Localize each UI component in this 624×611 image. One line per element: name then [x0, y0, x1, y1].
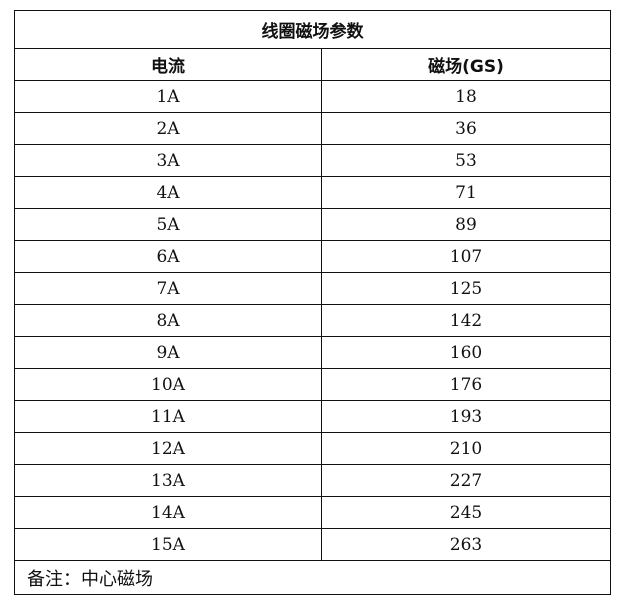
- cell-field: 53: [321, 144, 611, 177]
- table-note: 备注：中心磁场: [14, 560, 611, 595]
- table-row: 10A 176: [14, 368, 611, 401]
- table-row: 7A 125: [14, 272, 611, 305]
- cell-field: 210: [321, 432, 611, 465]
- table-row: 13A 227: [14, 464, 611, 497]
- cell-current: 12A: [14, 432, 322, 465]
- table-title: 线圈磁场参数: [14, 10, 611, 49]
- table-row: 6A 107: [14, 240, 611, 273]
- cell-field: 263: [321, 528, 611, 561]
- cell-current: 1A: [14, 80, 322, 113]
- coil-field-table: 线圈磁场参数 电流 磁场(GS) 1A 18 2A 36 3A 53 4A 71 5A 89 6A 1…: [14, 10, 611, 595]
- cell-field: 142: [321, 304, 611, 337]
- table-row: 4A 71: [14, 176, 611, 209]
- cell-field: 245: [321, 496, 611, 529]
- table-row: 9A 160: [14, 336, 611, 369]
- cell-current: 7A: [14, 272, 322, 305]
- cell-current: 9A: [14, 336, 322, 369]
- table-row: 8A 142: [14, 304, 611, 337]
- header-current: 电流: [14, 48, 322, 81]
- cell-field: 125: [321, 272, 611, 305]
- cell-field: 193: [321, 400, 611, 433]
- cell-current: 15A: [14, 528, 322, 561]
- cell-field: 18: [321, 80, 611, 113]
- cell-field: 160: [321, 336, 611, 369]
- cell-current: 2A: [14, 112, 322, 145]
- table-row: 3A 53: [14, 144, 611, 177]
- table-row: 14A 245: [14, 496, 611, 529]
- cell-current: 8A: [14, 304, 322, 337]
- cell-current: 6A: [14, 240, 322, 273]
- table-row: 11A 193: [14, 400, 611, 433]
- cell-current: 14A: [14, 496, 322, 529]
- table-row: 15A 263: [14, 528, 611, 561]
- table-row: 2A 36: [14, 112, 611, 145]
- cell-field: 227: [321, 464, 611, 497]
- cell-current: 3A: [14, 144, 322, 177]
- cell-current: 5A: [14, 208, 322, 241]
- cell-field: 71: [321, 176, 611, 209]
- cell-field: 107: [321, 240, 611, 273]
- table-row: 1A 18: [14, 80, 611, 113]
- cell-field: 89: [321, 208, 611, 241]
- cell-current: 10A: [14, 368, 322, 401]
- header-field: 磁场(GS): [321, 48, 611, 81]
- cell-field: 36: [321, 112, 611, 145]
- cell-current: 11A: [14, 400, 322, 433]
- cell-current: 13A: [14, 464, 322, 497]
- table-row: 5A 89: [14, 208, 611, 241]
- cell-current: 4A: [14, 176, 322, 209]
- cell-field: 176: [321, 368, 611, 401]
- table-row: 12A 210: [14, 432, 611, 465]
